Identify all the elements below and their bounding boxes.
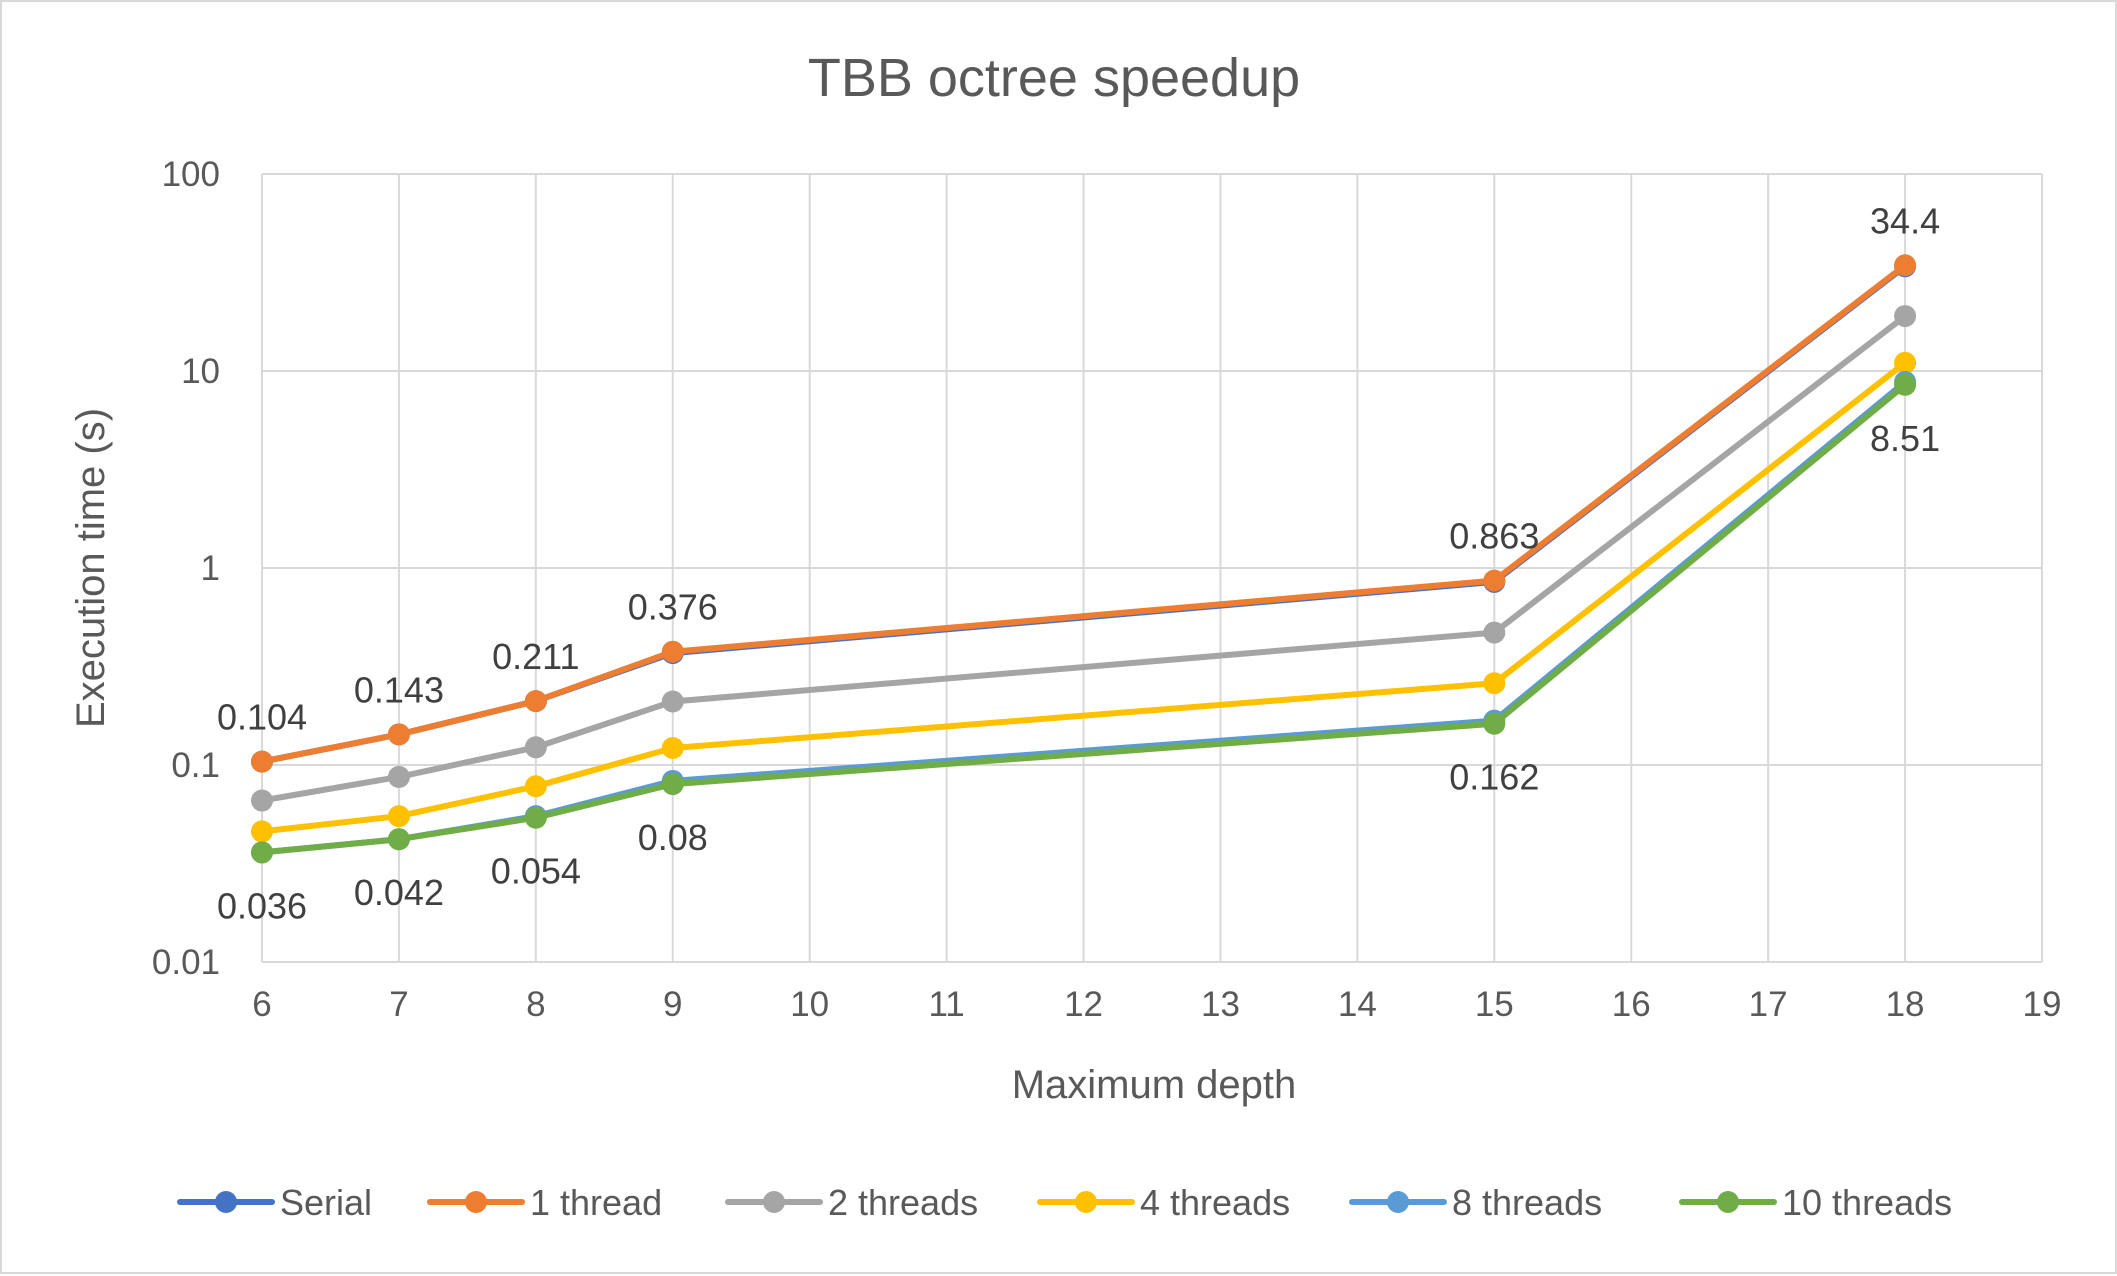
x-tick-label: 14 xyxy=(1338,985,1377,1024)
x-tick-label: 17 xyxy=(1749,985,1788,1024)
data-label: 0.376 xyxy=(628,587,718,628)
y-tick-label: 10 xyxy=(181,352,220,391)
axis-tick-labels: 6 7 8 9 10 11 12 13 14 15 16 17 18 19 0.01 0.1 1 10 100 xyxy=(152,155,2062,1024)
data-point-10-threads xyxy=(251,841,273,864)
legend-swatch-marker xyxy=(215,1191,237,1213)
data-label: 0.054 xyxy=(491,851,581,892)
data-point-10-threads xyxy=(1483,712,1506,735)
x-tick-label: 12 xyxy=(1064,985,1103,1024)
data-point-2-threads xyxy=(387,765,410,788)
data-point-4-threads xyxy=(661,736,684,759)
legend-label: 8 threads xyxy=(1452,1182,1602,1223)
legend-item-10-threads: 10 threads xyxy=(1679,1182,1952,1223)
series-line-2-threads xyxy=(259,313,1909,804)
data-point-10-threads xyxy=(661,773,684,796)
y-tick-label: 1 xyxy=(201,549,220,588)
y-tick-label: 100 xyxy=(162,155,220,194)
legend-label: 4 threads xyxy=(1140,1182,1290,1223)
data-point-1-thread xyxy=(524,690,547,713)
data-point-4-threads xyxy=(251,820,273,843)
data-label: 0.08 xyxy=(638,817,708,858)
legend-label: 1 thread xyxy=(530,1182,662,1223)
x-tick-label: 11 xyxy=(928,985,964,1024)
series-lines xyxy=(251,254,1917,864)
series-line-4-threads xyxy=(259,359,1909,835)
legend-swatch-marker xyxy=(763,1191,785,1213)
data-point-4-threads xyxy=(524,775,547,798)
x-tick-label: 13 xyxy=(1201,985,1240,1024)
data-point-10-threads xyxy=(387,828,410,851)
data-point-1-thread xyxy=(1894,254,1917,277)
x-tick-label: 8 xyxy=(526,985,545,1024)
x-tick-label: 10 xyxy=(790,985,829,1024)
gridlines xyxy=(261,173,2043,963)
legend-swatch-marker xyxy=(1387,1191,1409,1213)
x-axis-title: Maximum depth xyxy=(1012,1063,1297,1107)
data-label: 0.143 xyxy=(354,669,444,710)
data-point-1-thread xyxy=(661,640,684,663)
x-tick-label: 18 xyxy=(1886,985,1925,1024)
data-point-1-thread xyxy=(251,750,273,773)
series-line-10-threads xyxy=(259,381,1909,856)
y-tick-label: 0.1 xyxy=(171,746,220,785)
x-tick-label: 15 xyxy=(1475,985,1514,1024)
data-label: 0.211 xyxy=(492,636,579,677)
data-point-1-thread xyxy=(1483,569,1506,592)
x-tick-label: 6 xyxy=(252,985,271,1024)
series-2-threads xyxy=(251,305,1917,812)
legend-label: Serial xyxy=(280,1182,372,1223)
series-4-threads xyxy=(251,351,1917,843)
data-label: 0.036 xyxy=(217,885,307,926)
data-point-1-thread xyxy=(387,723,410,746)
data-label: 0.104 xyxy=(217,697,307,738)
data-point-2-threads xyxy=(1483,621,1506,644)
data-label: 0.863 xyxy=(1449,516,1539,557)
legend-swatch-marker xyxy=(1717,1191,1739,1213)
series-line-1-thread xyxy=(259,262,1909,765)
legend-item-1-thread: 1 thread xyxy=(427,1182,662,1223)
data-point-4-threads xyxy=(1894,351,1917,374)
chart-title: TBB octree speedup xyxy=(808,48,1300,108)
x-tick-label: 7 xyxy=(389,985,408,1024)
y-tick-label: 0.01 xyxy=(152,943,220,982)
x-tick-label: 19 xyxy=(2023,985,2062,1024)
data-point-2-threads xyxy=(251,789,273,812)
legend-item-4-threads: 4 threads xyxy=(1037,1182,1290,1223)
legend-swatch-marker xyxy=(1075,1191,1097,1213)
data-point-4-threads xyxy=(1483,672,1506,695)
data-point-2-threads xyxy=(661,690,684,713)
series-10-threads xyxy=(251,373,1917,864)
data-point-10-threads xyxy=(1894,373,1917,396)
data-label: 34.4 xyxy=(1870,200,1940,241)
data-point-2-threads xyxy=(1894,305,1917,328)
data-labels: 0.104 0.143 0.211 0.376 0.863 34.4 0.036 0.042 0… xyxy=(217,200,1940,926)
legend: Serial 1 thread 2 threads 4 threads 8 thread… xyxy=(177,1182,1952,1223)
legend-label: 2 threads xyxy=(828,1182,978,1223)
legend-item-2-threads: 2 threads xyxy=(725,1182,978,1223)
y-axis-title: Execution time (s) xyxy=(69,408,113,728)
legend-label: 10 threads xyxy=(1782,1182,1952,1223)
legend-item-serial: Serial xyxy=(177,1182,372,1223)
data-label: 0.162 xyxy=(1449,757,1539,798)
data-label: 0.042 xyxy=(354,872,444,913)
data-point-2-threads xyxy=(524,736,547,759)
data-point-10-threads xyxy=(524,806,547,829)
x-tick-label: 16 xyxy=(1612,985,1651,1024)
legend-item-8-threads: 8 threads xyxy=(1349,1182,1602,1223)
data-point-4-threads xyxy=(387,805,410,828)
series-1-thread xyxy=(251,254,1917,773)
legend-swatch-marker xyxy=(465,1191,487,1213)
data-label: 8.51 xyxy=(1870,418,1940,459)
x-tick-label: 9 xyxy=(663,985,682,1024)
